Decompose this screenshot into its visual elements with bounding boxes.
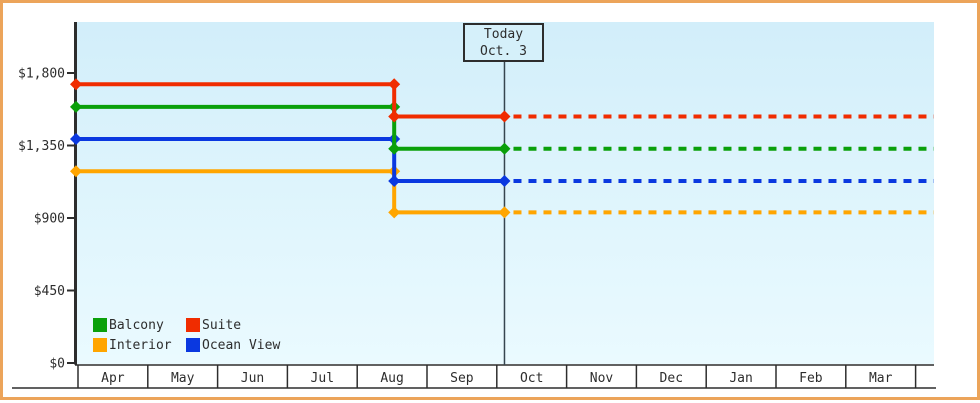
month-label: Sep: [450, 371, 474, 386]
month-label: Mar: [869, 371, 893, 386]
month-label: Oct: [520, 371, 543, 386]
legend-label: Ocean View: [202, 337, 281, 353]
today-marker-box: Today Oct. 3: [463, 23, 544, 62]
data-point-marker: [388, 110, 401, 123]
legend-item: Interior: [93, 338, 186, 353]
month-label: Nov: [590, 371, 614, 386]
y-axis-tick-label: $1,350: [18, 139, 65, 154]
legend-color-swatch: [186, 338, 200, 352]
data-point-marker: [498, 110, 511, 123]
month-label: May: [171, 371, 195, 386]
legend-color-swatch: [93, 338, 107, 352]
data-point-marker: [498, 142, 511, 155]
data-point-marker: [388, 206, 401, 219]
legend-label: Suite: [202, 317, 242, 333]
series-line-solid-interior: [76, 169, 505, 215]
legend-label: Interior: [109, 337, 172, 353]
y-axis-tick-label: $900: [34, 212, 65, 227]
today-label: Today: [483, 26, 524, 42]
month-label: Feb: [799, 371, 823, 386]
data-point-marker: [388, 174, 401, 187]
month-label: Apr: [101, 371, 125, 386]
series-line-solid-balcony: [76, 104, 505, 151]
legend-row: Interior Ocean View: [93, 335, 280, 355]
month-label: Jun: [241, 371, 264, 386]
legend-label: Balcony: [109, 317, 164, 333]
data-point-marker: [70, 133, 82, 146]
month-label: Jan: [729, 371, 752, 386]
today-date: Oct. 3: [480, 43, 527, 59]
y-axis-tick-label: $0: [49, 357, 65, 372]
chart-canvas: $1,800 $1,350 $900 $450 $0 Apr May Jun Jul Aug Sep…: [12, 22, 936, 389]
month-label: Dec: [660, 371, 683, 386]
legend-color-swatch: [93, 318, 107, 332]
legend-item: Balcony: [93, 318, 186, 333]
series-line-solid-suite: [76, 82, 505, 119]
legend-item: Suite: [186, 318, 241, 333]
y-axis-tick-label: $1,800: [18, 67, 65, 82]
y-axis-tick-label: $450: [34, 284, 65, 299]
data-point-marker: [388, 78, 401, 91]
data-point-marker: [70, 100, 82, 113]
legend-color-swatch: [186, 318, 200, 332]
month-label: Aug: [380, 371, 403, 386]
legend-row: Balcony Suite: [93, 315, 280, 335]
data-point-marker: [498, 174, 511, 187]
data-point-marker: [70, 165, 82, 178]
data-point-marker: [498, 206, 511, 219]
month-label: Jul: [311, 371, 334, 386]
legend: Balcony Suite Interior Ocean View: [93, 315, 280, 355]
plot-area-background: [77, 22, 934, 364]
data-point-marker: [388, 142, 401, 155]
legend-item: Ocean View: [186, 338, 280, 353]
series-line-solid-ocean-view: [76, 137, 505, 183]
data-point-marker: [70, 78, 82, 91]
